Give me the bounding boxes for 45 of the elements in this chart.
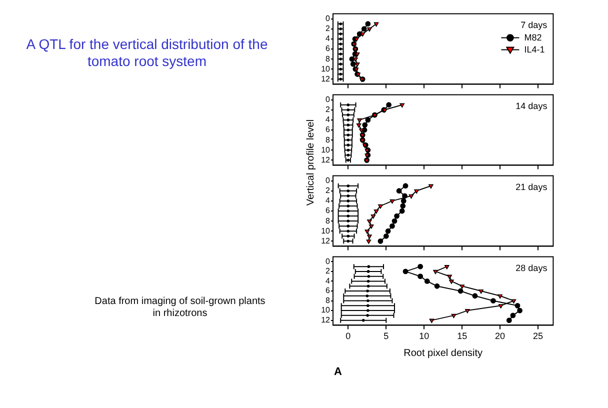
y-tick-label: 8 <box>326 135 331 144</box>
y-tick-label: 10 <box>321 226 331 236</box>
y-tick-label: 10 <box>321 64 331 74</box>
legend-label: M82 <box>524 32 542 42</box>
y-tick-label: 2 <box>326 105 331 114</box>
y-tick-label: 0 <box>326 176 331 186</box>
y-tick-label: 2 <box>326 186 331 196</box>
x-tick-label: 5 <box>384 331 389 342</box>
text: 28 days <box>516 262 548 273</box>
y-tick-label: 8 <box>326 54 331 64</box>
y-tick-label: 10 <box>321 306 331 315</box>
y-tick-label: 12 <box>321 155 331 164</box>
text: 21 days <box>516 182 548 192</box>
text: Data from imaging of soil-grown plants in rhizotrons <box>94 296 266 320</box>
y-tick-label: 0 <box>326 14 331 24</box>
y-tick-label: 8 <box>326 296 331 305</box>
x-tick-label: 20 <box>495 331 506 342</box>
y-tick-label: 0 <box>326 256 331 266</box>
y-tick-label: 6 <box>326 286 331 296</box>
x-tick-label: 10 <box>419 331 430 342</box>
text: 7 days <box>520 20 548 30</box>
y-tick-label: 4 <box>326 115 331 124</box>
y-tick-label: 4 <box>326 276 331 286</box>
y-tick-label: 6 <box>326 206 331 216</box>
x-tick-label: 0 <box>346 331 351 342</box>
y-tick-label: 2 <box>326 24 331 34</box>
y-tick-label: 6 <box>326 44 331 54</box>
y-tick-label: 10 <box>321 145 331 154</box>
y-tick-label: 0 <box>326 95 331 104</box>
y-tick-label: 6 <box>326 125 331 134</box>
y-tick-label: 12 <box>321 316 331 325</box>
y-tick-label: 4 <box>326 34 331 44</box>
y-axis-title: Vertical profile level <box>306 118 316 208</box>
legend-label: IL4-1 <box>524 44 545 54</box>
x-axis-title: Root pixel density <box>404 348 483 359</box>
y-tick-label: 2 <box>326 266 331 276</box>
x-tick-label: 15 <box>457 331 468 342</box>
y-tick-label: 4 <box>326 196 331 206</box>
text: A <box>334 366 342 378</box>
y-tick-label: 8 <box>326 216 331 226</box>
text: 14 days <box>516 100 548 111</box>
text: A QTL for the vertical distribution of the tomato root system <box>25 36 269 70</box>
y-tick-label: 12 <box>321 236 331 246</box>
y-tick-label: 12 <box>321 74 331 84</box>
x-tick-label: 25 <box>533 331 544 342</box>
